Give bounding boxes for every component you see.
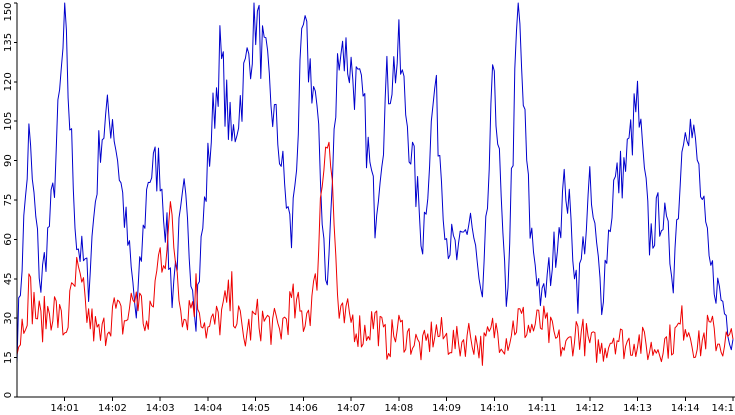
x-tick-label: 14:12 <box>575 403 604 414</box>
y-tick-label: 150 <box>3 2 14 21</box>
x-tick-label: 14:13 <box>623 403 652 414</box>
x-tick-label: 14:03 <box>146 403 175 414</box>
x-tick-label: 14:09 <box>432 403 461 414</box>
y-tick-label: 45 <box>3 272 14 285</box>
y-tick-label: 90 <box>3 154 14 167</box>
axes-group: 0 15 30 45 60 75 90 105 120 135 150 14:01 14:02 14:03… <box>3 2 735 414</box>
x-tick-label: 14:11 <box>528 403 557 414</box>
y-tick-label: 0 <box>3 392 14 398</box>
y-tick-label: 135 <box>3 33 14 52</box>
y-tick-label: 60 <box>3 233 14 246</box>
x-tick-label: 14:10 <box>480 403 509 414</box>
x-tick-label: 14:05 <box>241 403 270 414</box>
y-tick-label: 120 <box>3 72 14 91</box>
x-tick-label: 14:1 <box>712 403 734 414</box>
y-tick-label: 30 <box>3 312 14 325</box>
x-tick-label: 14:06 <box>289 403 318 414</box>
y-tick-label: 105 <box>3 112 14 131</box>
x-tick-label: 14:07 <box>337 403 366 414</box>
x-tick-label: 14:01 <box>50 403 79 414</box>
x-tick-label: 14:04 <box>194 403 223 414</box>
x-tick-label: 14:14 <box>671 403 700 414</box>
y-tick-label: 75 <box>3 194 14 207</box>
x-tick-label: 14:02 <box>98 403 127 414</box>
y-tick-label: 15 <box>3 351 14 364</box>
x-tick-label: 14:08 <box>384 403 413 414</box>
series-line-1 <box>16 2 734 364</box>
series-line-2 <box>16 141 734 366</box>
plot-series-group <box>16 2 734 366</box>
